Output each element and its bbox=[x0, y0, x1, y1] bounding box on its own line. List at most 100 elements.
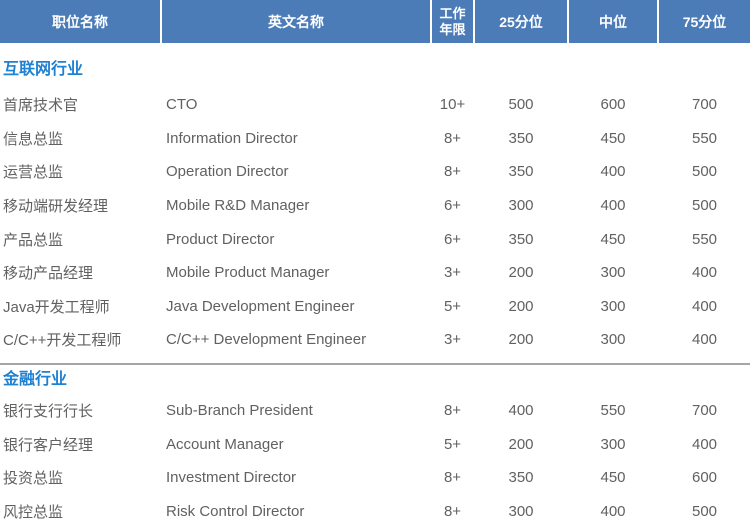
cell-english-name: Account Manager bbox=[166, 435, 284, 453]
cell-median: 450 bbox=[600, 129, 626, 147]
cell-75th-percentile: 400 bbox=[691, 435, 718, 453]
cell-75th-percentile: 500 bbox=[691, 502, 718, 520]
cell-english-name: C/C++ Development Engineer bbox=[166, 331, 367, 349]
cell-75th-percentile: 400 bbox=[691, 297, 718, 315]
section-title: 互联网行业 bbox=[3, 61, 84, 78]
cell-work-years: 8+ bbox=[443, 163, 462, 181]
cell-75th-percentile: 550 bbox=[691, 230, 718, 248]
cell-median: 300 bbox=[600, 264, 626, 282]
header-median: 中位 bbox=[569, 0, 657, 43]
cell-position-name: 产品总监 bbox=[3, 231, 64, 249]
cell-median: 400 bbox=[600, 163, 626, 181]
cell-work-years: 10+ bbox=[439, 96, 466, 114]
cell-work-years: 5+ bbox=[443, 435, 462, 453]
cell-25th-percentile: 200 bbox=[508, 331, 534, 349]
cell-median: 600 bbox=[600, 96, 626, 114]
industry-section: 互联网行业 首席技术官 CTO 10+ 500 600 700 信息总监 Inf… bbox=[0, 43, 750, 357]
header-work-years-line1: 工作 bbox=[439, 5, 466, 21]
cell-work-years: 6+ bbox=[443, 230, 462, 248]
header-english-name: 英文名称 bbox=[162, 0, 430, 43]
cell-english-name: Mobile Product Manager bbox=[166, 264, 330, 282]
cell-english-name: Investment Director bbox=[166, 469, 297, 487]
table-row: 移动端研发经理 Mobile R&D Manager 6+ 300 400 50… bbox=[0, 189, 750, 223]
header-position-name: 职位名称 bbox=[0, 0, 160, 43]
cell-median: 400 bbox=[600, 502, 626, 520]
cell-position-name: 移动产品经理 bbox=[3, 265, 94, 283]
cell-25th-percentile: 350 bbox=[508, 469, 534, 487]
header-work-years: 工作 年限 bbox=[432, 0, 473, 43]
cell-position-name: 银行支行行长 bbox=[3, 403, 94, 421]
table-row: Java开发工程师 Java Development Engineer 5+ 2… bbox=[0, 290, 750, 324]
cell-position-name: 风控总监 bbox=[3, 503, 64, 521]
cell-75th-percentile: 500 bbox=[691, 197, 718, 215]
table-row: 运营总监 Operation Director 8+ 350 400 500 bbox=[0, 155, 750, 189]
cell-position-name: 移动端研发经理 bbox=[3, 198, 109, 216]
cell-position-name: 信息总监 bbox=[3, 130, 64, 148]
cell-position-name: 投资总监 bbox=[3, 470, 64, 488]
header-25th-percentile: 25分位 bbox=[475, 0, 567, 43]
cell-work-years: 3+ bbox=[443, 331, 462, 349]
cell-75th-percentile: 400 bbox=[691, 264, 718, 282]
section-rows: 首席技术官 CTO 10+ 500 600 700 信息总监 Informati… bbox=[0, 88, 750, 357]
cell-position-name: 银行客户经理 bbox=[3, 436, 94, 454]
table-row: 产品总监 Product Director 6+ 350 450 550 bbox=[0, 222, 750, 256]
cell-work-years: 8+ bbox=[443, 402, 462, 420]
cell-25th-percentile: 350 bbox=[508, 163, 534, 181]
cell-english-name: Mobile R&D Manager bbox=[166, 197, 310, 215]
cell-position-name: Java开发工程师 bbox=[3, 298, 110, 316]
cell-work-years: 8+ bbox=[443, 469, 462, 487]
table-row: 信息总监 Information Director 8+ 350 450 550 bbox=[0, 122, 750, 156]
cell-median: 300 bbox=[600, 331, 626, 349]
cell-25th-percentile: 300 bbox=[508, 502, 534, 520]
cell-75th-percentile: 600 bbox=[691, 469, 718, 487]
cell-work-years: 8+ bbox=[443, 129, 462, 147]
cell-english-name: Information Director bbox=[166, 129, 298, 147]
cell-25th-percentile: 200 bbox=[508, 264, 534, 282]
cell-median: 400 bbox=[600, 197, 626, 215]
cell-english-name: Risk Control Director bbox=[166, 502, 305, 520]
cell-25th-percentile: 200 bbox=[508, 435, 534, 453]
cell-median: 550 bbox=[600, 402, 626, 420]
table-row: 投资总监 Investment Director 8+ 350 450 600 bbox=[0, 461, 750, 495]
cell-work-years: 6+ bbox=[443, 197, 462, 215]
cell-english-name: Operation Director bbox=[166, 163, 289, 181]
table-row: 银行客户经理 Account Manager 5+ 200 300 400 bbox=[0, 427, 750, 461]
header-75th-percentile: 75分位 bbox=[659, 0, 750, 43]
cell-median: 450 bbox=[600, 230, 626, 248]
industry-section: 金融行业 银行支行行长 Sub-Branch President 8+ 400 … bbox=[0, 362, 750, 528]
cell-work-years: 3+ bbox=[443, 264, 462, 282]
table-row: 风控总监 Risk Control Director 8+ 300 400 50… bbox=[0, 495, 750, 529]
cell-25th-percentile: 200 bbox=[508, 297, 534, 315]
cell-english-name: Sub-Branch President bbox=[166, 402, 313, 420]
cell-25th-percentile: 350 bbox=[508, 230, 534, 248]
table-header-row: 职位名称 英文名称 工作 年限 25分位 中位 75分位 bbox=[0, 0, 750, 43]
cell-25th-percentile: 350 bbox=[508, 129, 534, 147]
cell-25th-percentile: 300 bbox=[508, 197, 534, 215]
cell-75th-percentile: 700 bbox=[691, 402, 718, 420]
cell-position-name: 首席技术官 bbox=[3, 97, 79, 115]
table-body: 互联网行业 首席技术官 CTO 10+ 500 600 700 信息总监 Inf… bbox=[0, 43, 750, 528]
cell-25th-percentile: 400 bbox=[508, 402, 534, 420]
cell-work-years: 5+ bbox=[443, 297, 462, 315]
cell-25th-percentile: 500 bbox=[508, 96, 534, 114]
section-rows: 银行支行行长 Sub-Branch President 8+ 400 550 7… bbox=[0, 394, 750, 528]
table-row: 移动产品经理 Mobile Product Manager 3+ 200 300… bbox=[0, 256, 750, 290]
cell-work-years: 8+ bbox=[443, 502, 462, 520]
table-row: C/C++开发工程师 C/C++ Development Engineer 3+… bbox=[0, 323, 750, 357]
cell-english-name: Product Director bbox=[166, 230, 275, 248]
cell-75th-percentile: 700 bbox=[691, 96, 718, 114]
table-row: 银行支行行长 Sub-Branch President 8+ 400 550 7… bbox=[0, 394, 750, 428]
cell-75th-percentile: 550 bbox=[691, 129, 718, 147]
header-work-years-line2: 年限 bbox=[439, 21, 466, 37]
cell-english-name: CTO bbox=[166, 96, 198, 114]
cell-median: 300 bbox=[600, 435, 626, 453]
cell-position-name: 运营总监 bbox=[3, 164, 64, 182]
cell-english-name: Java Development Engineer bbox=[166, 297, 355, 315]
cell-75th-percentile: 500 bbox=[691, 163, 718, 181]
cell-position-name: C/C++开发工程师 bbox=[3, 332, 122, 350]
cell-75th-percentile: 400 bbox=[691, 331, 718, 349]
table-row: 首席技术官 CTO 10+ 500 600 700 bbox=[0, 88, 750, 122]
section-title: 金融行业 bbox=[3, 370, 68, 388]
cell-median: 450 bbox=[600, 469, 626, 487]
